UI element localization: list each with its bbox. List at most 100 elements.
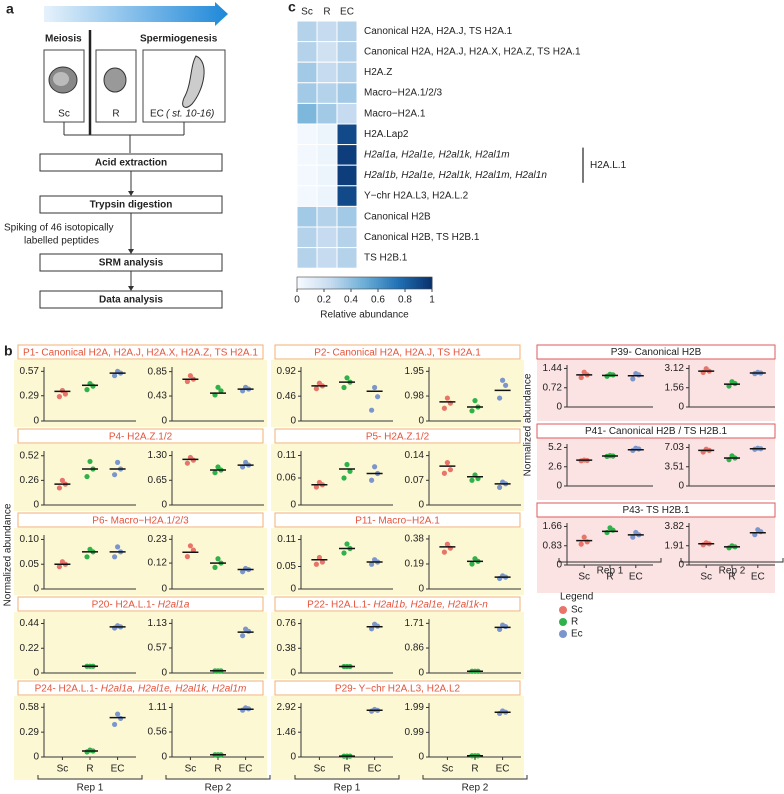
x-tick-label: R bbox=[606, 572, 613, 583]
group-background bbox=[14, 612, 267, 679]
y-tick-label: 0.52 bbox=[20, 450, 40, 461]
colorbar-swatch bbox=[425, 277, 428, 289]
y-tick-label: 3.12 bbox=[665, 363, 685, 374]
data-point bbox=[184, 554, 190, 560]
group-background bbox=[14, 528, 267, 595]
data-point bbox=[444, 395, 450, 401]
colorbar-swatch bbox=[321, 277, 325, 289]
heatmap-cell bbox=[336, 20, 358, 43]
data-point bbox=[112, 472, 118, 478]
data-point bbox=[243, 459, 249, 466]
step-label: SRM analysis bbox=[99, 258, 164, 269]
colorbar-swatch bbox=[346, 277, 350, 289]
colorbar-tick-label: 0.6 bbox=[371, 295, 385, 306]
heatmap-cell bbox=[316, 41, 338, 63]
y-tick-label: 0.86 bbox=[405, 643, 425, 654]
step-box bbox=[39, 290, 223, 309]
data-point bbox=[115, 711, 121, 717]
heatmap-cell bbox=[316, 102, 338, 125]
group-background bbox=[271, 444, 524, 511]
legend-swatch bbox=[559, 630, 567, 638]
stage-label: Spermiogenesis bbox=[140, 34, 218, 45]
y-tick-label: 0 bbox=[161, 752, 167, 763]
legend-label: Sc bbox=[571, 605, 583, 616]
colorbar-title: Relative abundance bbox=[320, 310, 409, 321]
data-point bbox=[313, 561, 319, 567]
y-tick-label: 0.10 bbox=[20, 534, 40, 545]
row-label: Y−chr H2A.L3, H2A.L.2 bbox=[364, 191, 469, 202]
y-tick-label: 2.92 bbox=[277, 702, 297, 713]
data-point bbox=[444, 460, 450, 466]
x-tick-label: EC bbox=[239, 764, 253, 775]
y-tick-label: 1.95 bbox=[405, 366, 425, 377]
colorbar-swatch bbox=[407, 277, 410, 289]
y-tick-label: 0 bbox=[290, 584, 296, 595]
rep-bracket bbox=[37, 775, 143, 780]
colorbar-swatch bbox=[317, 277, 320, 289]
y-tick-label: 0.29 bbox=[20, 727, 40, 738]
colorbar-tick-label: 0.4 bbox=[344, 295, 358, 306]
colorbar-frame bbox=[296, 276, 433, 290]
legend-label: Ec bbox=[571, 629, 583, 640]
colorbar-swatch bbox=[402, 277, 406, 289]
data-point bbox=[500, 377, 506, 383]
annotation: Spiking of 46 isotopically bbox=[4, 223, 114, 234]
data-point bbox=[319, 559, 325, 565]
y-axis-title: Normalized abundance bbox=[523, 373, 534, 476]
colorbar-swatch bbox=[324, 277, 327, 289]
y-tick-label: 1.56 bbox=[665, 382, 685, 393]
data-point bbox=[59, 477, 65, 483]
y-tick-label: 0 bbox=[290, 668, 296, 679]
y-tick-label: 0 bbox=[418, 668, 424, 679]
group-title: P24- H2A.L.1- H2al1a, H2al1e, H2al1k, H2… bbox=[35, 683, 247, 694]
data-point bbox=[347, 468, 353, 474]
group-background bbox=[14, 444, 267, 511]
row-label: Macro−H2A.1/2/3 bbox=[364, 88, 443, 99]
data-point bbox=[578, 541, 584, 547]
data-point bbox=[84, 473, 90, 480]
data-point bbox=[59, 559, 65, 565]
arrowhead bbox=[128, 286, 134, 291]
y-tick-label: 0.07 bbox=[405, 475, 425, 486]
colorbar-swatch bbox=[319, 277, 323, 289]
y-tick-label: 3.82 bbox=[665, 521, 685, 532]
data-point bbox=[369, 561, 375, 567]
data-point bbox=[56, 485, 63, 491]
y-tick-label: 0 bbox=[556, 481, 562, 492]
y-tick-label: 0.11 bbox=[277, 450, 296, 461]
colorbar-swatch bbox=[373, 277, 377, 289]
y-tick-label: 0 bbox=[161, 668, 167, 679]
y-tick-label: 0 bbox=[161, 584, 167, 595]
cell-label: EC bbox=[150, 109, 164, 120]
heatmap-cell bbox=[316, 123, 338, 146]
data-point bbox=[187, 373, 193, 379]
y-tick-label: 0.12 bbox=[148, 558, 168, 569]
data-point bbox=[703, 366, 709, 372]
heatmap-cell bbox=[336, 41, 358, 63]
x-tick-label: EC bbox=[751, 572, 765, 583]
data-point bbox=[316, 479, 322, 486]
x-tick-label: R bbox=[86, 764, 93, 775]
x-tick-label: R bbox=[728, 572, 735, 583]
colorbar-swatch bbox=[348, 277, 352, 289]
data-point bbox=[115, 544, 121, 550]
data-point bbox=[472, 556, 478, 562]
data-point bbox=[633, 370, 639, 377]
group-title-box bbox=[17, 680, 264, 696]
arrowhead bbox=[128, 191, 134, 196]
x-tick-label: EC bbox=[368, 764, 382, 775]
group-background bbox=[537, 438, 775, 500]
group-title: P5- H2A.Z.1/2 bbox=[366, 431, 430, 442]
row-label: H2A.Z bbox=[364, 67, 392, 78]
y-axis-title: Normalized abundance bbox=[3, 503, 14, 606]
data-point bbox=[313, 386, 319, 392]
group-title-text: P4- H2A.Z.1/2 bbox=[109, 431, 173, 442]
data-point bbox=[444, 541, 450, 547]
heatmap-cell bbox=[296, 20, 318, 43]
heatmap-cell bbox=[336, 102, 358, 125]
data-point bbox=[729, 453, 735, 459]
colorbar-swatch bbox=[375, 277, 379, 289]
legend-label: R bbox=[571, 617, 578, 628]
colorbar-swatch bbox=[409, 277, 413, 289]
rep-label: Rep 2 bbox=[462, 783, 489, 794]
